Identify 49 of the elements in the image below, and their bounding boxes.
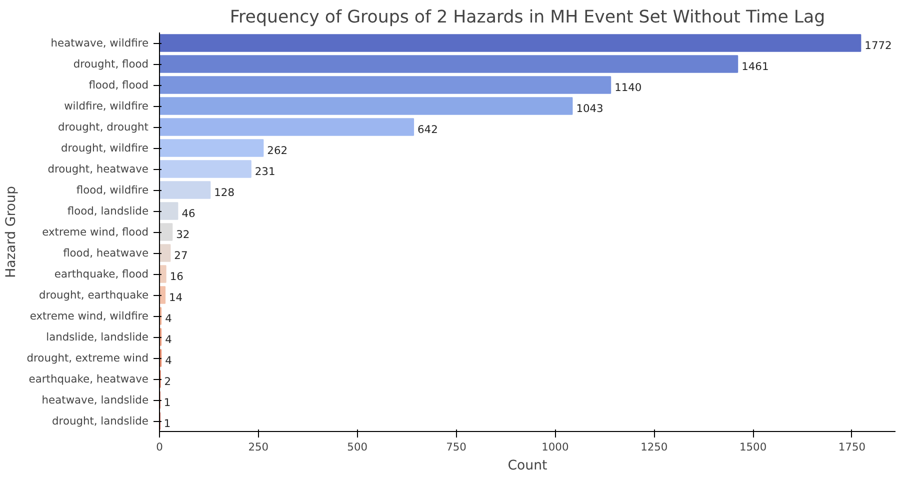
x-tick-label: 0 — [156, 440, 164, 454]
x-tick-label: 250 — [248, 440, 269, 454]
y-tick-label: extreme wind, flood — [42, 226, 149, 238]
x-tick-label: 1750 — [838, 440, 866, 454]
data-label: 642 — [418, 123, 438, 136]
data-label: 128 — [214, 186, 235, 199]
x-tick-label: 1500 — [739, 440, 767, 454]
y-tick-label: flood, landslide — [67, 204, 148, 218]
data-label: 14 — [169, 291, 183, 304]
y-tick-label: extreme wind, wildfire — [30, 310, 149, 322]
data-label: 231 — [254, 165, 276, 178]
y-tick-label: drought, landslide — [52, 414, 149, 428]
x-tick-label: 500 — [347, 440, 368, 454]
data-label: 46 — [182, 207, 196, 220]
data-label: 1043 — [576, 102, 604, 115]
data-label: 32 — [176, 228, 190, 241]
data-label: 1 — [164, 417, 171, 430]
y-tick-label: wildfire, wildfire — [64, 100, 149, 112]
y-tick-label: drought, wildfire — [61, 142, 149, 154]
x-tick-label: 1000 — [542, 440, 569, 454]
y-tick-label: heatwave, wildfire — [50, 36, 148, 50]
x-tick-label: 750 — [446, 440, 467, 454]
data-label: 16 — [170, 270, 184, 283]
data-label: 262 — [267, 144, 288, 157]
y-tick-label: drought, flood — [73, 58, 148, 70]
y-tick-label: drought, heatwave — [48, 162, 149, 176]
y-tick-label: earthquake, flood — [54, 268, 149, 280]
y-tick-label: flood, flood — [88, 78, 149, 92]
data-label: 1461 — [742, 60, 769, 73]
y-tick-label: earthquake, heatwave — [28, 372, 149, 386]
chart-title: Frequency of Groups of 2 Hazards in MH Event Set Without Time Lag — [230, 8, 826, 28]
data-label: 27 — [174, 249, 188, 262]
data-label: 4 — [165, 312, 172, 325]
y-tick-label: flood, heatwave — [63, 246, 149, 260]
data-label: 2 — [164, 375, 172, 388]
data-label: 1140 — [614, 81, 642, 94]
y-tick-label: drought, drought — [58, 120, 149, 134]
data-label: 1772 — [864, 39, 892, 52]
y-tick-label: drought, earthquake — [39, 288, 149, 302]
x-axis-title: Count — [508, 458, 548, 474]
data-label: 1 — [164, 396, 171, 409]
y-tick-label: heatwave, landslide — [42, 394, 148, 406]
y-axis-title: Hazard Group — [4, 186, 19, 278]
x-tick-label: 1250 — [640, 440, 668, 454]
data-label: 4 — [165, 354, 172, 367]
data-label: 4 — [165, 333, 172, 346]
y-tick-label: landslide, landslide — [46, 330, 149, 344]
y-tick-label: drought, extreme wind — [26, 352, 149, 364]
y-tick-label: flood, wildfire — [76, 184, 149, 196]
